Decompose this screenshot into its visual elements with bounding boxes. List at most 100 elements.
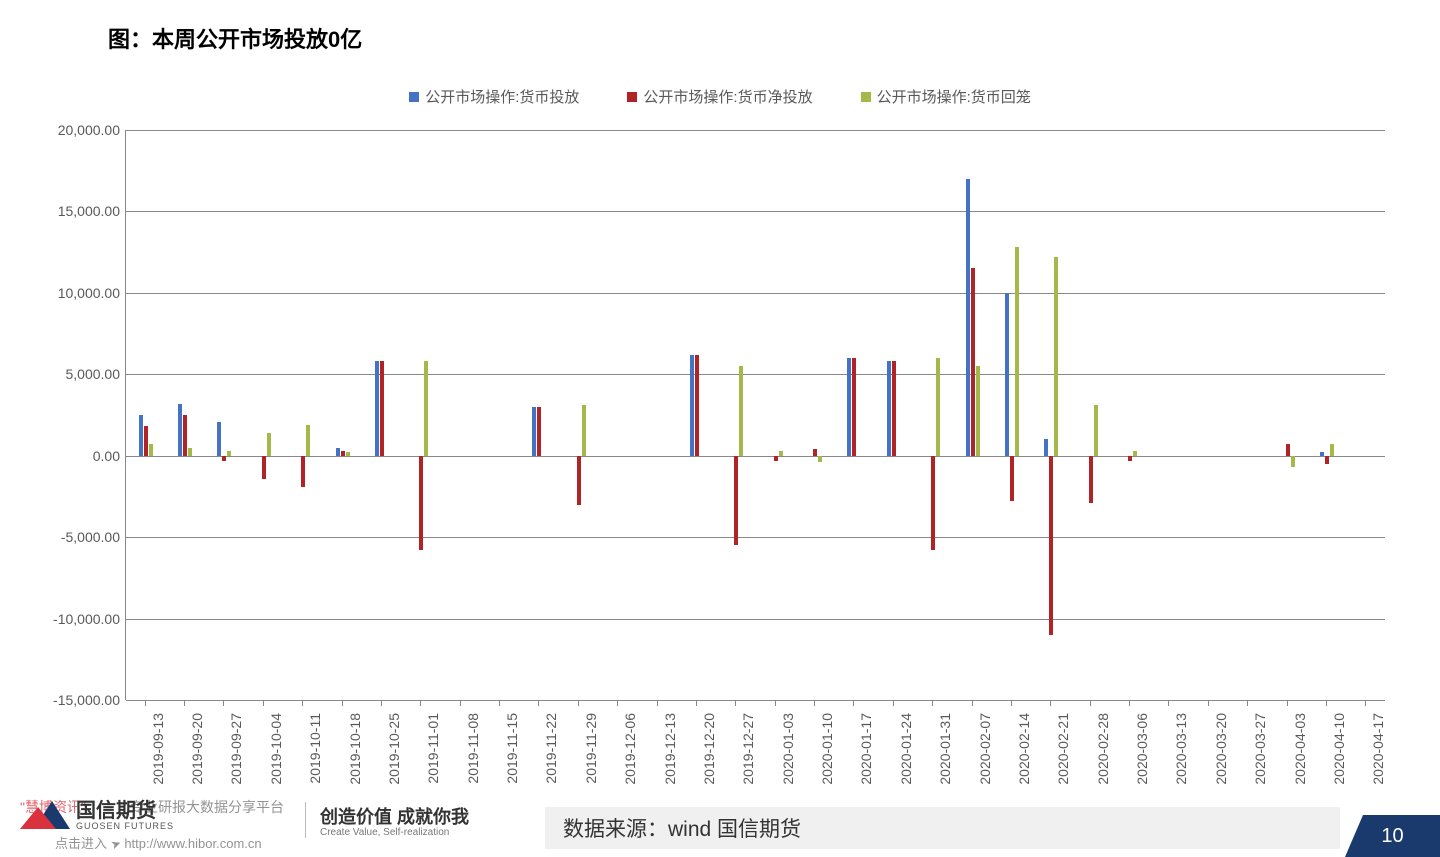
x-tick-label: 2019-12-06	[622, 713, 638, 785]
x-tick-label: 2020-02-14	[1016, 713, 1032, 785]
bar	[1330, 444, 1334, 455]
x-tickmark	[263, 700, 264, 706]
bar	[222, 456, 226, 461]
x-tickmark	[538, 700, 539, 706]
x-tickmark	[657, 700, 658, 706]
x-tick-label: 2019-10-04	[268, 713, 284, 785]
bar	[813, 449, 817, 456]
x-tickmark	[1050, 700, 1051, 706]
x-tickmark	[1011, 700, 1012, 706]
footer: "慧博资讯" 专业研报大数据分享平台 点击进入 ➤ http://www.hib…	[0, 797, 1440, 857]
plot-area	[125, 130, 1385, 700]
x-tickmark	[814, 700, 815, 706]
x-tick-label: 2019-10-25	[386, 713, 402, 785]
gridline	[126, 130, 1385, 131]
x-tick-label: 2020-03-06	[1134, 713, 1150, 785]
x-tickmark	[145, 700, 146, 706]
bar	[931, 456, 935, 550]
bar	[183, 415, 187, 456]
x-tickmark	[932, 700, 933, 706]
bar	[1089, 456, 1093, 503]
x-tickmark	[184, 700, 185, 706]
x-tickmark	[1168, 700, 1169, 706]
bar	[936, 358, 940, 456]
bar	[734, 456, 738, 546]
y-tick-label: -10,000.00	[35, 611, 120, 627]
x-tickmark	[972, 700, 973, 706]
x-tick-label: 2019-11-15	[504, 713, 520, 784]
slogan-cn: 创造价值 成就你我	[320, 803, 469, 829]
x-tickmark	[223, 700, 224, 706]
legend-swatch	[861, 92, 871, 102]
x-tickmark	[853, 700, 854, 706]
x-tickmark	[420, 700, 421, 706]
x-tickmark	[893, 700, 894, 706]
y-tick-label: 15,000.00	[35, 203, 120, 219]
bar	[582, 405, 586, 455]
x-tickmark	[381, 700, 382, 706]
x-tick-label: 2019-12-20	[701, 713, 717, 785]
watermark-link-prefix: 点击进入	[55, 836, 107, 851]
bar	[976, 366, 980, 456]
gridline	[126, 537, 1385, 538]
gridline	[126, 700, 1385, 701]
x-tick-label: 2020-04-03	[1292, 713, 1308, 785]
bar	[188, 448, 192, 456]
legend-label: 公开市场操作:货币净投放	[643, 86, 812, 107]
bar	[346, 452, 350, 455]
y-axis: -15,000.00-10,000.00-5,000.000.005,000.0…	[35, 130, 120, 700]
watermark-url: http://www.hibor.com.cn	[124, 836, 261, 851]
gridline	[126, 211, 1385, 212]
bar	[262, 456, 266, 479]
data-source: 数据来源：wind 国信期货	[545, 807, 1340, 849]
x-tick-label: 2019-09-20	[189, 713, 205, 785]
bar	[1286, 444, 1290, 455]
legend: 公开市场操作:货币投放 公开市场操作:货币净投放 公开市场操作:货币回笼	[0, 86, 1440, 107]
gridline	[126, 619, 1385, 620]
chart-title: 图：本周公开市场投放0亿	[108, 22, 362, 54]
legend-label: 公开市场操作:货币投放	[425, 86, 579, 107]
watermark-link: 点击进入 ➤ http://www.hibor.com.cn	[55, 833, 262, 852]
bar	[149, 444, 153, 455]
x-tick-label: 2020-01-24	[898, 713, 914, 785]
x-tick-label: 2019-11-29	[583, 713, 599, 784]
x-tickmark	[1129, 700, 1130, 706]
x-tick-label: 2019-09-27	[228, 713, 244, 785]
bar	[306, 425, 310, 456]
bar	[852, 358, 856, 456]
x-tick-label: 2020-04-10	[1331, 713, 1347, 785]
gridline	[126, 293, 1385, 294]
x-tick-label: 2019-09-13	[150, 713, 166, 785]
bar	[1325, 456, 1329, 464]
bar	[887, 361, 891, 455]
bar	[139, 415, 143, 456]
x-tick-label: 2020-01-17	[858, 713, 874, 785]
bar	[144, 426, 148, 455]
x-tickmark	[342, 700, 343, 706]
y-tick-label: 0.00	[35, 448, 120, 464]
y-tick-label: 10,000.00	[35, 285, 120, 301]
logo-icon	[20, 801, 68, 833]
footer-divider	[305, 802, 306, 838]
x-tickmark	[1208, 700, 1209, 706]
cursor-icon: ➤	[109, 836, 123, 853]
x-tick-label: 2019-12-13	[662, 713, 678, 785]
bar	[1291, 456, 1295, 467]
y-tick-label: -15,000.00	[35, 692, 120, 708]
bar	[301, 456, 305, 487]
legend-item: 公开市场操作:货币投放	[409, 86, 579, 107]
x-tick-label: 2020-03-13	[1173, 713, 1189, 785]
x-tick-label: 2019-11-08	[465, 713, 481, 784]
x-tick-label: 2019-12-27	[740, 713, 756, 785]
x-tick-label: 2019-10-11	[307, 713, 323, 784]
bar	[1054, 257, 1058, 456]
x-tickmark	[696, 700, 697, 706]
slogan-en: Create Value, Self-realization	[320, 827, 449, 838]
legend-label: 公开市场操作:货币回笼	[877, 86, 1031, 107]
x-tick-label: 2019-11-01	[425, 713, 441, 784]
x-tickmark	[460, 700, 461, 706]
bar	[1005, 293, 1009, 456]
bar	[419, 456, 423, 550]
x-tick-label: 2020-02-07	[977, 713, 993, 785]
bar	[341, 451, 345, 456]
